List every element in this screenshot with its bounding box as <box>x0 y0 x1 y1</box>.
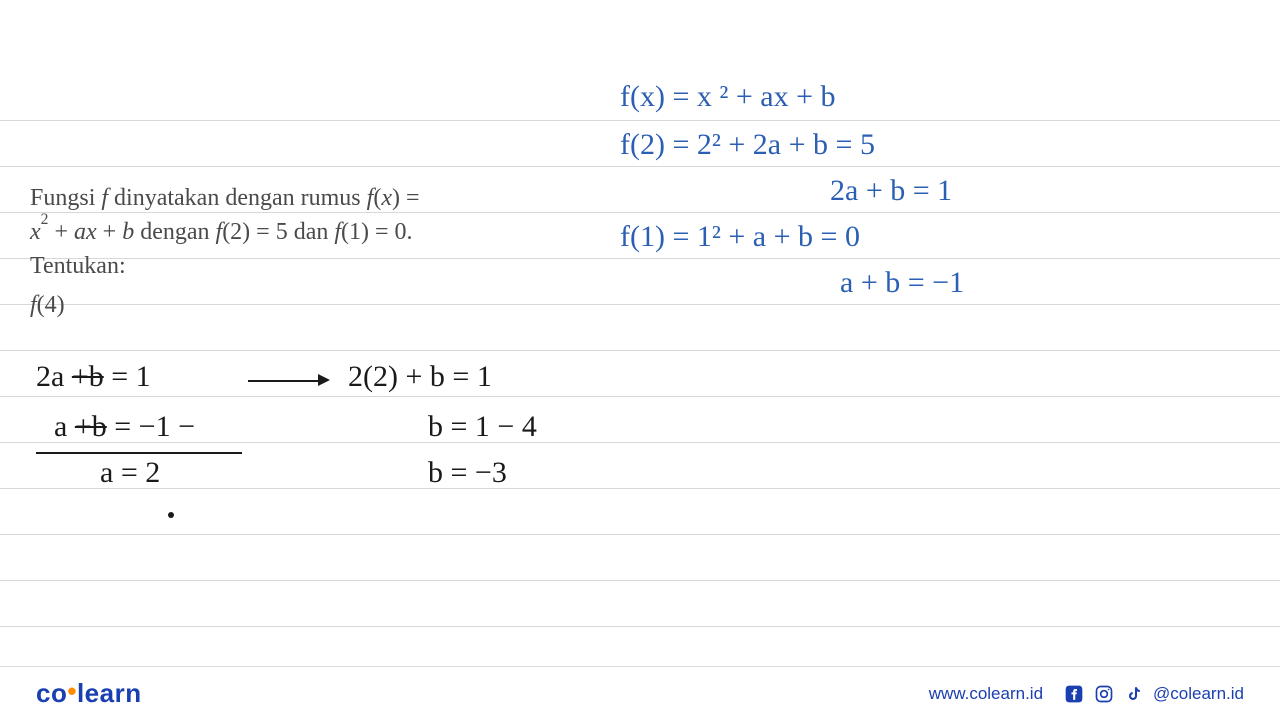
problem-line-1: Fungsi f dinyatakan dengan rumus f(x) = <box>30 181 560 216</box>
social-handle: @colearn.id <box>1153 684 1244 704</box>
tiktok-icon <box>1123 683 1145 705</box>
hand-subst: 2(2) + b = 1 <box>348 360 492 394</box>
hand-b-step: b = 1 − 4 <box>428 410 537 444</box>
site-url: www.colearn.id <box>929 684 1043 704</box>
ruled-line <box>0 350 1280 351</box>
ruled-line <box>0 626 1280 627</box>
arrow-shaft <box>248 380 320 382</box>
ruled-line <box>0 304 1280 305</box>
hand-eq-f2: f(2) = 2² + 2a + b = 5 <box>620 128 875 162</box>
social-links: @colearn.id <box>1063 683 1244 705</box>
stray-dot <box>168 512 174 518</box>
problem-line-3: Tentukan: <box>30 249 126 284</box>
arrow-head-icon <box>318 374 330 386</box>
hand-sys-line2: a +b = −1 − <box>54 410 195 444</box>
ruled-line <box>0 258 1280 259</box>
facebook-icon <box>1063 683 1085 705</box>
hand-eq-fx: f(x) = x ² + ax + b <box>620 80 836 114</box>
hand-eq-ab: a + b = −1 <box>840 266 964 300</box>
brand-logo: co•learn <box>36 678 142 709</box>
footer-bar: co•learn www.colearn.id @colearn.id <box>0 666 1280 720</box>
hand-eq-f1: f(1) = 1² + a + b = 0 <box>620 220 860 254</box>
hand-sys-line1: 2a +b = 1 <box>36 360 151 394</box>
hand-b-result: b = −3 <box>428 456 507 490</box>
problem-line-2: x2 + ax + b dengan f(2) = 5 dan f(1) = 0… <box>30 215 560 250</box>
subtraction-line <box>36 452 242 454</box>
hand-sys-result: a = 2 <box>100 456 160 490</box>
instagram-icon <box>1093 683 1115 705</box>
ruled-line <box>0 580 1280 581</box>
ruled-line <box>0 396 1280 397</box>
problem-line-4: f(4) <box>30 288 65 323</box>
ruled-line <box>0 120 1280 121</box>
hand-eq-2ab: 2a + b = 1 <box>830 174 952 208</box>
ruled-line <box>0 166 1280 167</box>
ruled-line <box>0 534 1280 535</box>
ruled-line <box>0 488 1280 489</box>
